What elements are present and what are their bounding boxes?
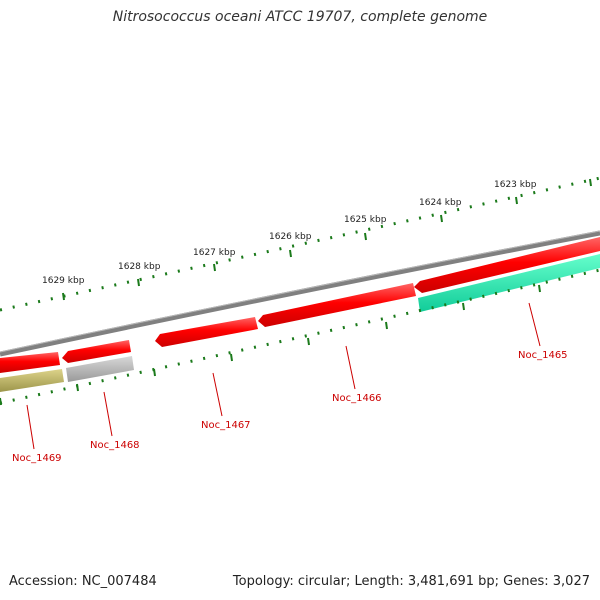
accession-text: Accession: NC_007484 [9,574,157,589]
leader-noc-1467 [212,372,223,417]
gene-label-noc-1465[interactable]: Noc_1465 [518,350,568,361]
genome-stats-text: Topology: circular; Length: 3,481,691 bp… [232,574,590,589]
feature-track-2 [0,254,600,392]
kbp-label: 1628 kbp [118,262,161,272]
major-tick [364,232,367,241]
kbp-label: 1629 kbp [42,276,85,286]
major-tick [213,263,216,272]
kbp-label: 1623 kbp [494,180,537,190]
major-tick [538,284,541,293]
olive-feature[interactable] [0,369,64,392]
major-tick [440,214,443,223]
genome-backbone [0,230,600,357]
gene-feature-noc-1465[interactable] [414,237,600,293]
major-tick [289,249,292,258]
leader-noc-1466 [345,345,356,390]
gene-feature-noc-1466[interactable] [258,283,416,327]
leader-noc-1468 [103,391,113,437]
major-tick [62,292,65,301]
major-tick [385,321,388,330]
label-leaders [26,302,541,450]
major-tick [589,178,592,187]
major-tick [153,368,156,377]
gene-feature-noc-1467[interactable] [155,317,258,347]
gray-feature[interactable] [66,356,134,382]
teal-feature[interactable] [418,254,600,312]
major-tick [76,383,79,392]
major-tick [0,397,2,406]
cds-track [0,237,600,373]
major-tick [307,337,310,346]
kbp-label: 1626 kbp [269,232,312,242]
kbp-labels: 1629 kbp 1628 kbp 1627 kbp 1626 kbp 1625… [42,180,537,286]
gene-feature-noc-1469[interactable] [0,352,60,373]
major-tick [515,196,518,205]
leader-noc-1465 [528,302,541,347]
major-tick [462,302,465,311]
leader-noc-1469 [26,404,35,450]
gene-label-noc-1469[interactable]: Noc_1469 [12,453,62,464]
kbp-label: 1625 kbp [344,215,387,225]
outer-tick-ring [0,176,600,312]
kbp-label: 1624 kbp [419,198,462,208]
gene-label-noc-1468[interactable]: Noc_1468 [90,440,140,451]
major-tick [137,278,140,287]
map-title: Nitrosococcus oceani ATCC 19707, complet… [112,9,488,25]
inner-tick-ring [0,268,600,406]
gene-label-noc-1467[interactable]: Noc_1467 [201,420,251,431]
kbp-label: 1627 kbp [193,248,236,258]
gene-label-noc-1466[interactable]: Noc_1466 [332,393,382,404]
gene-feature-noc-1468[interactable] [62,340,131,363]
gene-labels: Noc_1465 Noc_1466 Noc_1467 Noc_1468 Noc_… [12,350,568,464]
major-tick [230,353,233,362]
